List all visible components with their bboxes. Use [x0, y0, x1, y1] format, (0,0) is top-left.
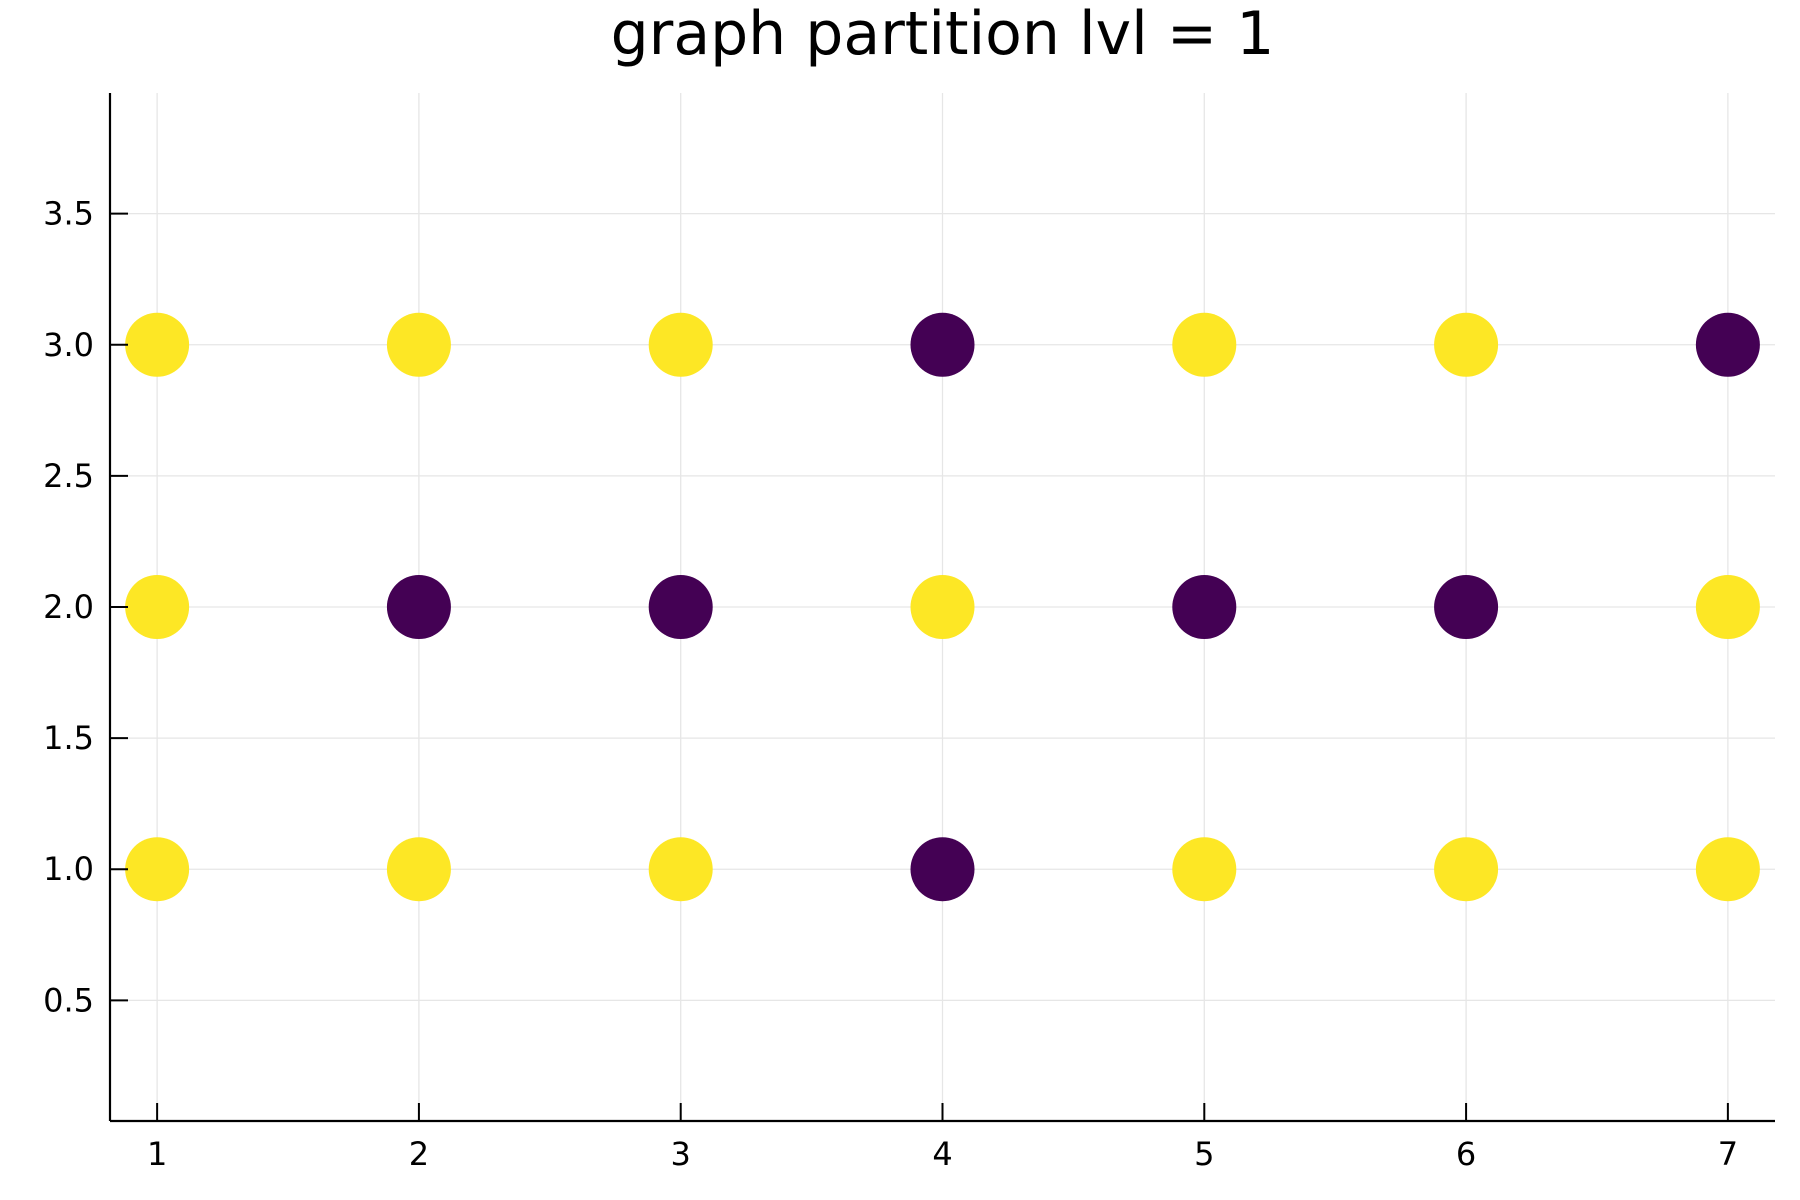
- data-point: [386, 837, 451, 902]
- y-tick-label: 2.5: [43, 457, 94, 495]
- x-tick-label: 5: [1194, 1135, 1214, 1173]
- y-tick-label: 2.0: [43, 588, 94, 626]
- points-layer: [125, 312, 1760, 902]
- data-point: [1695, 312, 1760, 377]
- data-point: [1172, 837, 1237, 902]
- data-point: [1695, 575, 1760, 639]
- x-tick-label: 3: [671, 1135, 691, 1173]
- data-point: [1172, 312, 1237, 377]
- data-point: [1434, 575, 1499, 639]
- data-point: [386, 575, 451, 639]
- chart-title: graph partition lvl = 1: [611, 0, 1275, 69]
- x-tick-label: 6: [1456, 1135, 1476, 1173]
- data-point: [910, 312, 975, 377]
- data-point: [1434, 312, 1499, 377]
- data-point: [1434, 837, 1499, 902]
- y-tick-label: 1.0: [43, 850, 94, 888]
- data-point: [648, 312, 713, 377]
- data-point: [125, 837, 190, 902]
- data-point: [1172, 575, 1237, 639]
- x-tick-label: 2: [409, 1135, 429, 1173]
- y-tick-label: 3.0: [43, 326, 94, 364]
- data-point: [910, 837, 975, 902]
- data-point: [125, 575, 190, 639]
- y-tick-label: 1.5: [43, 719, 94, 757]
- data-point: [910, 575, 975, 639]
- data-point: [125, 312, 190, 377]
- y-tick-label: 0.5: [43, 981, 94, 1019]
- x-tick-label: 7: [1718, 1135, 1738, 1173]
- y-tick-label: 3.5: [43, 195, 94, 233]
- data-point: [648, 837, 713, 902]
- data-point: [1695, 837, 1760, 902]
- x-tick-label: 4: [932, 1135, 952, 1173]
- x-tick-label: 1: [147, 1135, 167, 1173]
- ticks-layer: 1 2 3 4 5 6 7 0.5 1.0 1.5 2.0 2.5 3.0 3.5: [43, 195, 1738, 1173]
- data-point: [648, 575, 713, 639]
- data-point: [386, 312, 451, 377]
